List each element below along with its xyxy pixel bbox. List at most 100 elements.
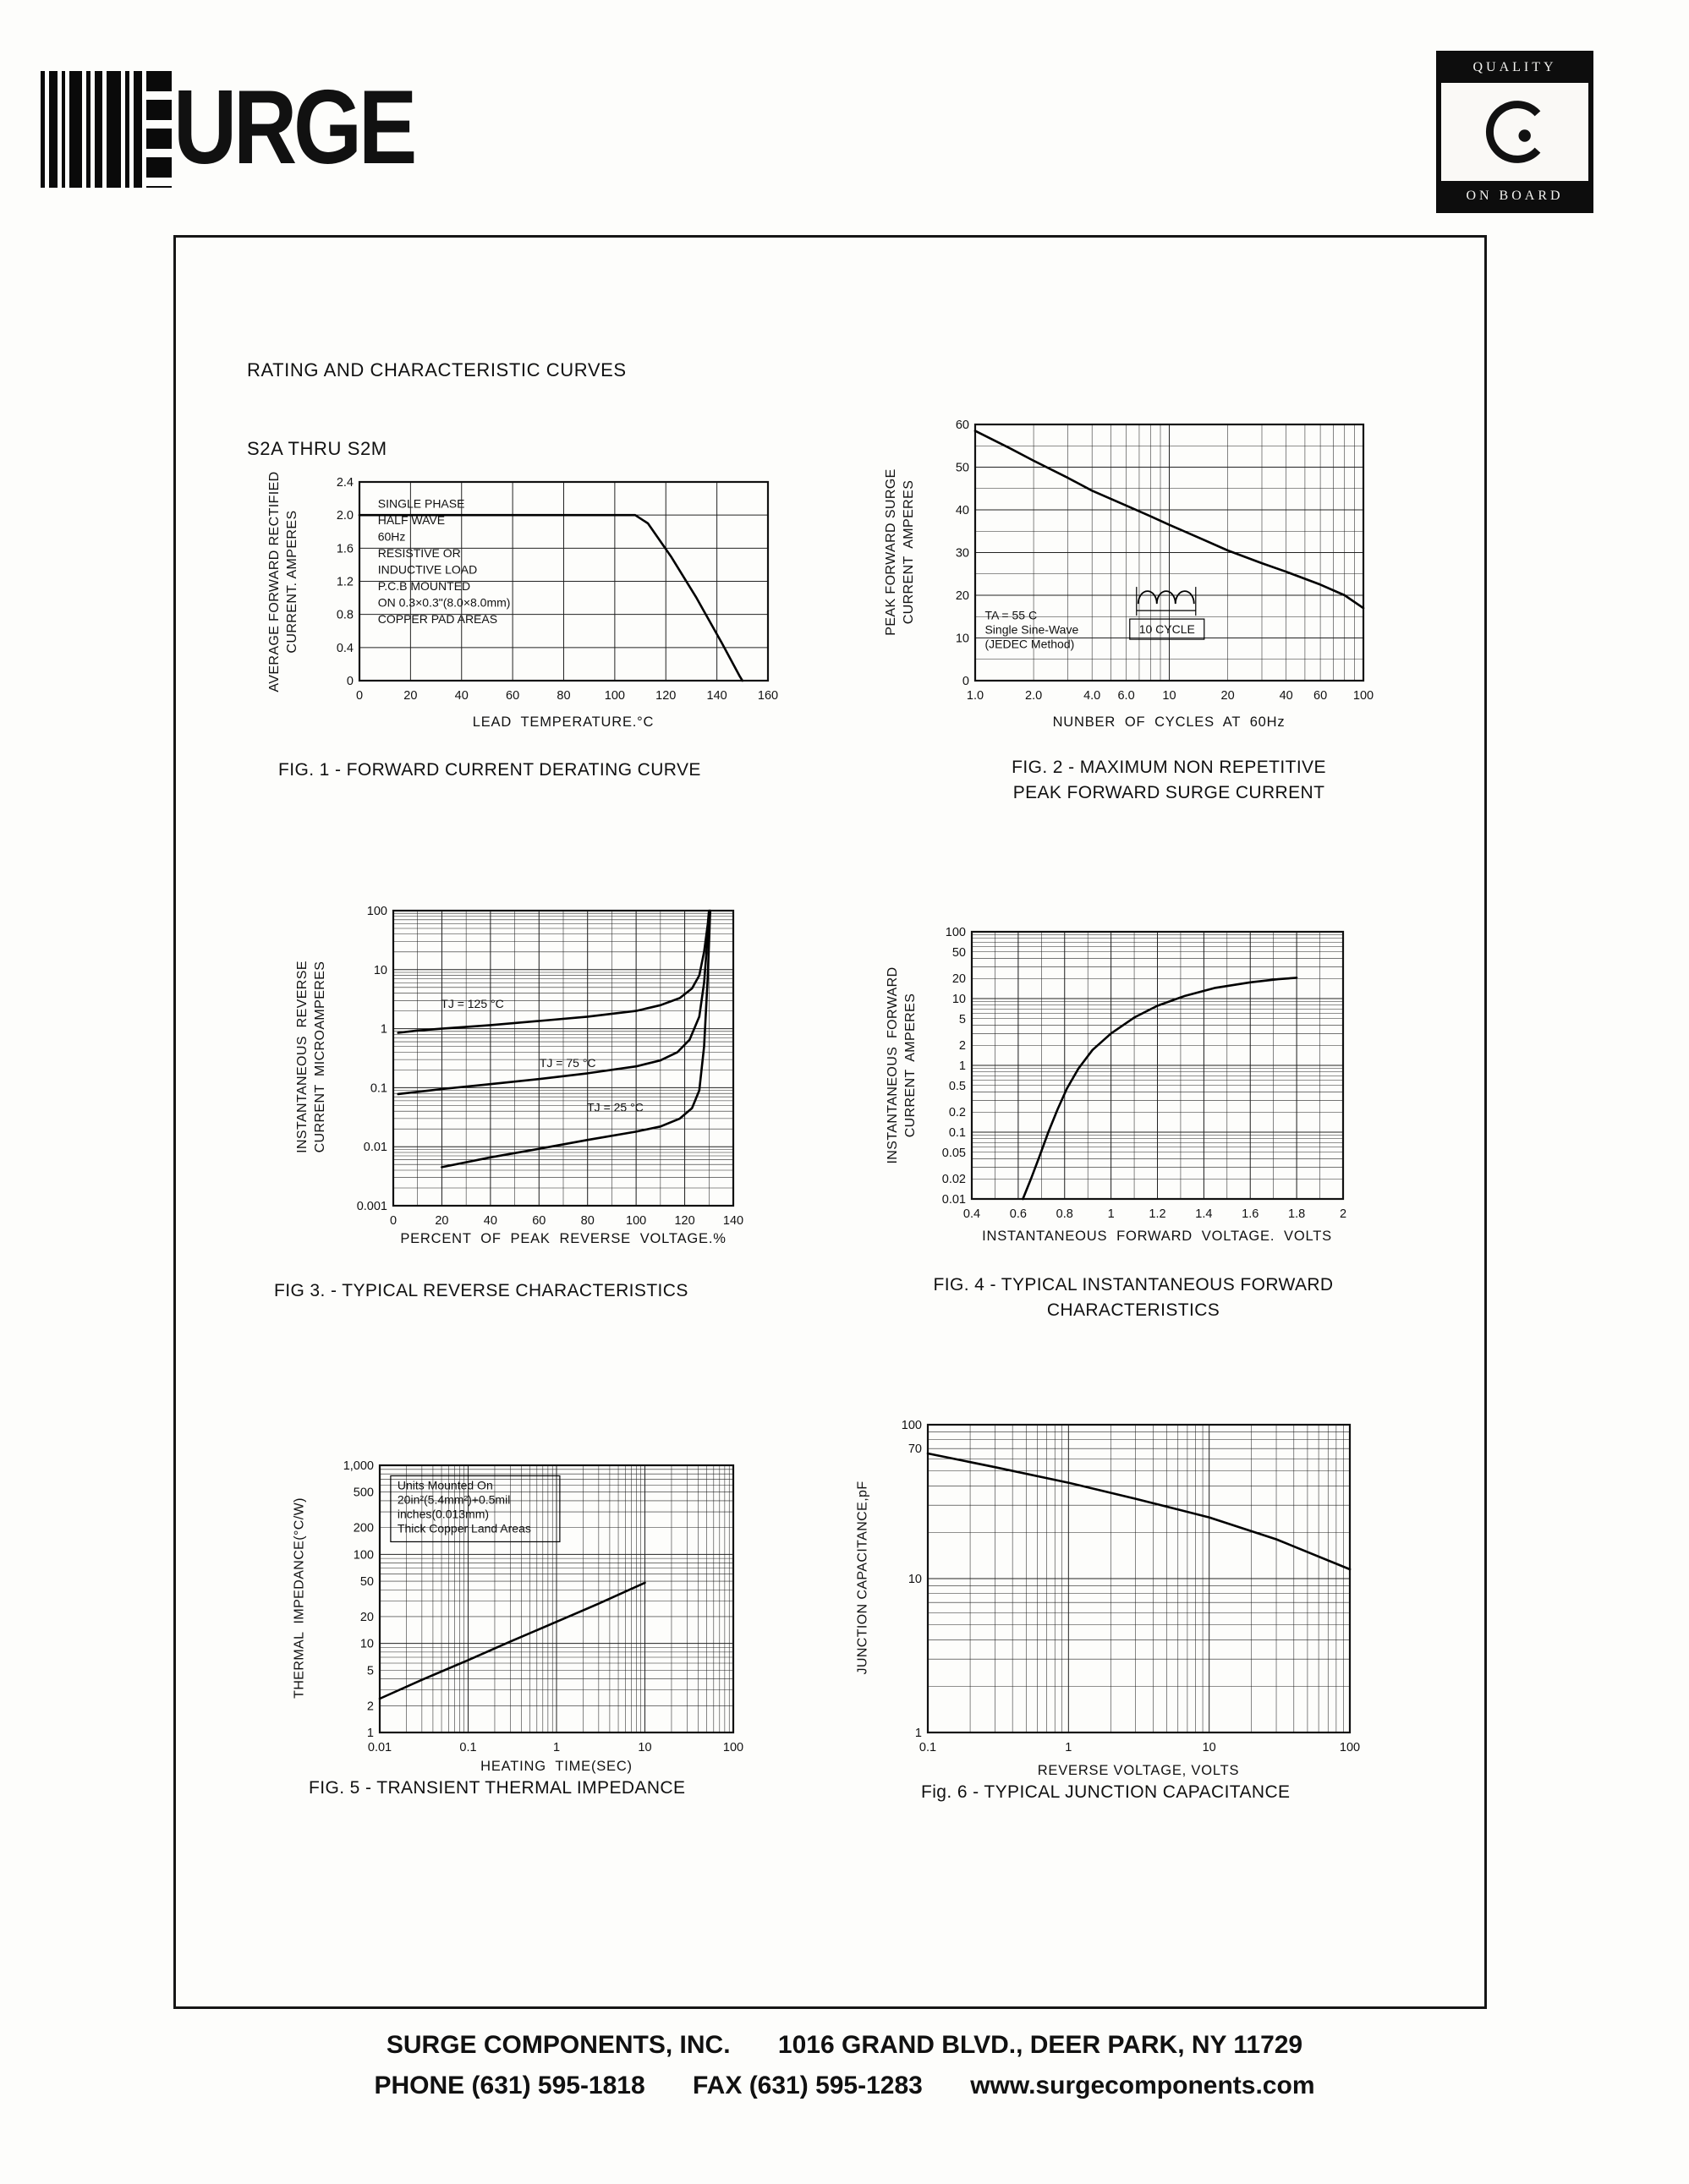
svg-text:200: 200 xyxy=(354,1522,374,1535)
svg-text:10: 10 xyxy=(908,1573,922,1586)
svg-text:10: 10 xyxy=(360,1638,374,1651)
logo-s-glyph xyxy=(146,71,172,188)
svg-text:TJ = 125 °C: TJ = 125 °C xyxy=(441,997,503,1010)
fig3-x-axis-label: PERCENT OF PEAK REVERSE VOLTAGE.% xyxy=(400,1231,727,1246)
svg-text:HALF WAVE: HALF WAVE xyxy=(378,513,445,527)
svg-text:40: 40 xyxy=(956,504,969,517)
svg-text:20: 20 xyxy=(403,689,417,703)
svg-text:100: 100 xyxy=(626,1214,646,1228)
svg-text:0.001: 0.001 xyxy=(357,1200,387,1213)
svg-text:TJ = 25 °C: TJ = 25 °C xyxy=(587,1100,644,1114)
seal-onboard-label: ON BOARD xyxy=(1466,189,1564,203)
svg-text:1.2: 1.2 xyxy=(337,576,354,589)
logo-bar xyxy=(86,71,90,188)
svg-text:ON 0.3×0.3"(8.0×8.0mm): ON 0.3×0.3"(8.0×8.0mm) xyxy=(378,596,511,610)
svg-text:40: 40 xyxy=(1280,689,1293,703)
svg-text:1: 1 xyxy=(1065,1741,1072,1754)
svg-text:10: 10 xyxy=(638,1741,651,1754)
svg-text:0.01: 0.01 xyxy=(364,1141,387,1154)
svg-text:0.05: 0.05 xyxy=(942,1147,966,1160)
svg-text:(JEDEC Method): (JEDEC Method) xyxy=(984,637,1074,650)
svg-text:10: 10 xyxy=(1162,689,1176,703)
svg-text:0.1: 0.1 xyxy=(919,1741,936,1754)
fig2-y-axis-label: PEAK FORWARD SURGE CURRENT AMPERES xyxy=(884,468,916,636)
svg-text:60Hz: 60Hz xyxy=(378,530,406,544)
svg-text:100: 100 xyxy=(354,1548,374,1562)
svg-text:2.0: 2.0 xyxy=(1025,689,1042,703)
logo-text: URGE xyxy=(173,69,417,186)
svg-text:0.5: 0.5 xyxy=(949,1080,966,1093)
svg-text:0.01: 0.01 xyxy=(942,1193,966,1207)
svg-text:140: 140 xyxy=(707,689,727,703)
footer-website: www.surgecomponents.com xyxy=(970,2072,1315,2099)
svg-text:100: 100 xyxy=(1340,1741,1360,1754)
svg-text:0.2: 0.2 xyxy=(949,1106,966,1119)
svg-text:500: 500 xyxy=(354,1486,374,1500)
svg-text:0.4: 0.4 xyxy=(337,642,354,655)
fig3-plot: 0 20 40 60 80 100 120 140 100 10 1 0.1 0.01 0.001 TJ =… xyxy=(357,905,743,1228)
svg-text:INDUCTIVE LOAD: INDUCTIVE LOAD xyxy=(378,563,477,577)
title-line2: S2A THRU S2M xyxy=(247,438,387,459)
svg-text:50: 50 xyxy=(360,1575,374,1589)
svg-text:160: 160 xyxy=(758,689,778,703)
fig5-y-axis-label: THERMAL IMPEDANCE(°C/W) xyxy=(292,1497,307,1699)
svg-text:40: 40 xyxy=(455,689,469,703)
fig5-caption: FIG. 5 - TRANSIENT THERMAL IMPEDANCE xyxy=(309,1778,686,1798)
svg-text:0.1: 0.1 xyxy=(370,1081,387,1095)
svg-text:1.4: 1.4 xyxy=(1195,1207,1212,1221)
svg-text:1: 1 xyxy=(1108,1207,1115,1221)
fig4-plot: 0.4 0.6 0.8 1 1.2 1.4 1.6 1.8 2 100 50 20 10 5 2 1 0.5 0.… xyxy=(942,926,1346,1221)
svg-text:2: 2 xyxy=(1340,1207,1346,1221)
svg-text:10: 10 xyxy=(374,964,387,977)
footer-contact-line: PHONE (631) 595-1818 FAX (631) 595-1283 … xyxy=(0,2072,1689,2100)
fig1-plot: 0 20 40 60 80 100 120 140 160 0 0.4 0.8 1.2 1.6 2.0 2.4… xyxy=(337,476,778,703)
fig1-y-axis-label: AVERAGE FORWARD RECTIFIED CURRENT. AMPER… xyxy=(267,471,299,692)
fig3-y-axis-label: INSTANTANEOUS REVERSE CURRENT MICROAMPER… xyxy=(295,961,327,1153)
svg-text:20: 20 xyxy=(956,589,969,603)
svg-text:SINGLE PHASE: SINGLE PHASE xyxy=(378,497,465,511)
svg-text:1: 1 xyxy=(381,1023,387,1037)
svg-text:80: 80 xyxy=(581,1214,595,1228)
svg-text:0.1: 0.1 xyxy=(949,1126,966,1140)
fig3-caption: FIG 3. - TYPICAL REVERSE CHARACTERISTICS xyxy=(274,1281,688,1300)
title-line1: RATING AND CHARACTERISTIC CURVES xyxy=(247,359,627,380)
svg-text:50: 50 xyxy=(956,462,969,475)
svg-text:inches(0.013mm): inches(0.013mm) xyxy=(398,1507,489,1520)
svg-text:100: 100 xyxy=(946,926,966,939)
svg-text:0.1: 0.1 xyxy=(459,1741,476,1754)
svg-text:1: 1 xyxy=(959,1059,966,1073)
svg-text:TA = 55 C: TA = 55 C xyxy=(984,608,1037,621)
footer-phone: PHONE (631) 595-1818 xyxy=(374,2072,645,2099)
fig4-caption: FIG. 4 - TYPICAL INSTANTANEOUS FORWARD C… xyxy=(933,1275,1334,1320)
svg-text:140: 140 xyxy=(723,1214,743,1228)
svg-text:0: 0 xyxy=(347,675,354,688)
svg-text:5: 5 xyxy=(959,1013,966,1026)
fig4-x-axis-label: INSTANTANEOUS FORWARD VOLTAGE. VOLTS xyxy=(982,1229,1332,1244)
crescent-dot-icon xyxy=(1486,101,1541,163)
svg-text:20: 20 xyxy=(435,1214,448,1228)
svg-text:1.2: 1.2 xyxy=(1149,1207,1165,1221)
fig5-plot: 0.01 0.1 1 10 100 1,000 500 200 100 50 20 10 5 2 1 Unit… xyxy=(343,1459,743,1754)
svg-text:0.4: 0.4 xyxy=(963,1207,980,1221)
svg-text:2: 2 xyxy=(367,1700,374,1713)
logo-bar xyxy=(134,71,142,188)
svg-text:10: 10 xyxy=(956,632,969,646)
quality-seal: QUALITY ON BOARD xyxy=(1436,51,1593,213)
svg-text:COPPER PAD AREAS: COPPER PAD AREAS xyxy=(378,612,497,626)
fig4-y-axis-label: INSTANTANEOUS FORWARD CURRENT AMPERES xyxy=(886,966,918,1164)
logo-bar xyxy=(125,71,129,188)
svg-text:TJ = 75 °C: TJ = 75 °C xyxy=(540,1056,596,1070)
logo-bar xyxy=(62,71,65,188)
fig2-caption: FIG. 2 - MAXIMUM NON REPETITIVE PEAK FOR… xyxy=(1012,758,1326,802)
svg-text:80: 80 xyxy=(557,689,570,703)
svg-text:120: 120 xyxy=(655,689,676,703)
svg-text:1: 1 xyxy=(915,1727,922,1740)
svg-text:1.8: 1.8 xyxy=(1288,1207,1305,1221)
svg-text:1.6: 1.6 xyxy=(1242,1207,1259,1221)
seal-quality-label: QUALITY xyxy=(1472,60,1557,74)
fig2-x-axis-label: NUNBER OF CYCLES AT 60Hz xyxy=(1052,714,1286,730)
svg-text:20in²(5.4mm²)+0.5mil: 20in²(5.4mm²)+0.5mil xyxy=(398,1492,510,1506)
svg-text:60: 60 xyxy=(506,689,519,703)
footer-address: 1016 GRAND BLVD., DEER PARK, NY 11729 xyxy=(777,2031,1303,2059)
